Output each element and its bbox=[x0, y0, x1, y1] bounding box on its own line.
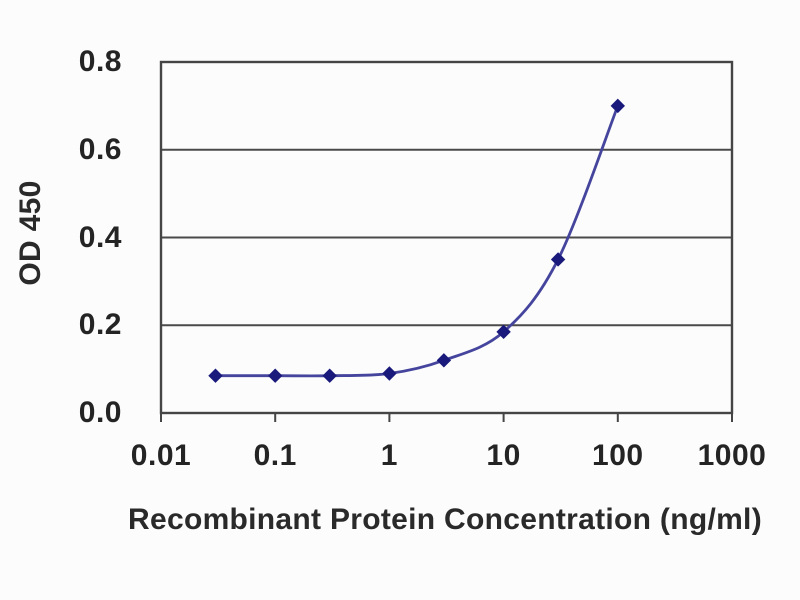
plot-frame bbox=[159, 60, 734, 415]
x-tick-label: 0.01 bbox=[130, 439, 192, 472]
y-tick-label: 0.2 bbox=[78, 308, 122, 342]
data-point-marker bbox=[208, 368, 223, 383]
data-point-marker bbox=[322, 368, 337, 383]
x-tick-label: 1 bbox=[380, 439, 398, 472]
y-tick-label: 0.6 bbox=[78, 132, 122, 166]
data-point-marker bbox=[550, 252, 566, 267]
x-tick-label: 0.1 bbox=[253, 439, 297, 472]
data-point-marker bbox=[436, 353, 452, 368]
x-tick-label: 100 bbox=[592, 439, 644, 472]
y-tick-label: 0.8 bbox=[78, 45, 122, 78]
data-point-marker bbox=[267, 368, 283, 383]
y-axis-title: OD 450 bbox=[14, 180, 47, 286]
data-point-marker bbox=[610, 98, 626, 114]
y-tick-label: 0.4 bbox=[78, 220, 122, 254]
data-point-marker bbox=[496, 324, 511, 340]
series-line bbox=[215, 105, 620, 378]
x-axis-title: Recombinant Protein Concentration (ng/ml… bbox=[128, 503, 762, 536]
data-point-marker bbox=[382, 366, 397, 381]
y-tick-label: 0.0 bbox=[78, 396, 122, 429]
x-tick-label: 10 bbox=[486, 439, 521, 472]
x-tick-label: 1000 bbox=[697, 439, 767, 472]
